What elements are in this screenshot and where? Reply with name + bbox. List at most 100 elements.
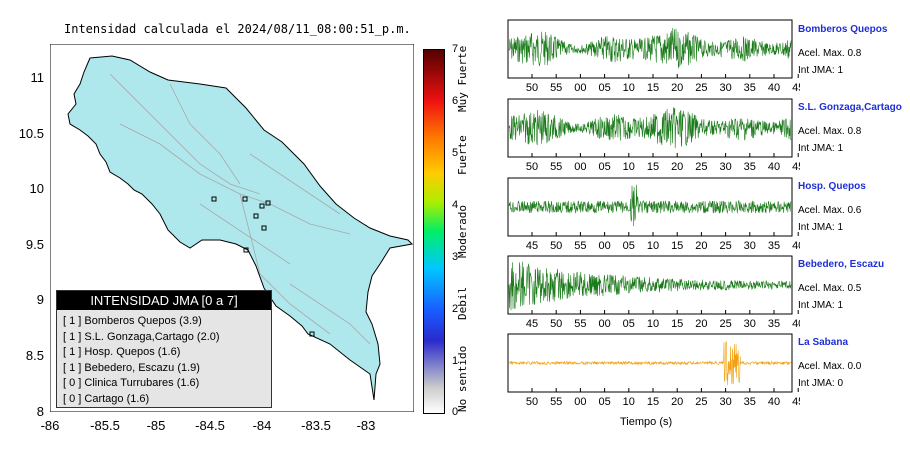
waveform-tick-label: 50 [526, 82, 538, 94]
map-y-tick: 9 [36, 292, 44, 307]
waveform-frame [507, 19, 793, 79]
map-y-tick: 8 [36, 404, 44, 419]
colorbar-tick: 7 [452, 43, 459, 55]
waveform-line [508, 107, 792, 149]
waveform-tick-label: 15 [647, 161, 659, 173]
waveform-tick-label: 55 [550, 396, 562, 408]
x-axis-label: Tiempo (s) [620, 416, 673, 428]
station-acel: Acel. Max. 0.8 [798, 48, 862, 59]
waveform-tick-label: 55 [550, 161, 562, 173]
station-markers [211, 196, 315, 337]
waveform-tick-label: 45 [792, 396, 800, 408]
waveform-line [508, 341, 792, 386]
colorbar-label: Debil [456, 286, 469, 320]
waveform-tick-label: 25 [695, 161, 707, 173]
waveform-tick-label: 00 [574, 82, 586, 94]
waveform-tick-label: 00 [574, 161, 586, 173]
waveform-line [508, 184, 792, 227]
map-x-tick: -85 [146, 418, 166, 433]
waveform-tick-label: 15 [647, 82, 659, 94]
waveform-tick-label: 30 [719, 161, 731, 173]
waveform-tick-label: 05 [623, 240, 635, 252]
waveform-tick-label: 45 [526, 318, 538, 330]
colorbar-tick: 2 [452, 303, 459, 315]
station-int: Int JMA: 0 [798, 378, 844, 389]
map-x-tick: -83 [356, 418, 376, 433]
map-y-tick: 9.5 [25, 237, 44, 252]
station-int: Int JMA: 1 [798, 222, 844, 233]
waveform-tick-label: 15 [671, 318, 683, 330]
waveform-tick-label: 35 [768, 240, 780, 252]
waveform-tick-label: 05 [598, 396, 610, 408]
waveform-tick-label: 00 [574, 396, 586, 408]
waveform-tick-label: 35 [744, 161, 756, 173]
colorbar-label: Muy Fuerte [456, 45, 469, 112]
station-acel: Acel. Max. 0.6 [798, 205, 862, 216]
country-shape [67, 55, 414, 401]
intensity-legend: INTENSIDAD JMA [0 a 7] [ 1 ] Bomberos Qu… [56, 290, 272, 408]
waveform-tick-label: 25 [695, 82, 707, 94]
waveform-tick-label: 55 [574, 240, 586, 252]
waveform-tick-label: 05 [623, 318, 635, 330]
legend-row: [ 1 ] S.L. Gonzaga,Cartago (2.0) [63, 330, 220, 343]
waveform-tick-label: 40 [768, 82, 780, 94]
waveform-tick-label: 45 [526, 240, 538, 252]
waveform-tick-label: 25 [719, 240, 731, 252]
map-x-tick: -85.5 [90, 418, 120, 433]
map-x-tick: -83.5 [301, 418, 331, 433]
station-acel: Acel. Max. 0.5 [798, 283, 862, 294]
waveform-tick-label: 10 [623, 82, 635, 94]
waveform-tick-label: 25 [695, 396, 707, 408]
waveform-tick-label: 50 [550, 318, 562, 330]
waveform-tick-label: 40 [768, 161, 780, 173]
waveform-tick-label: 20 [671, 396, 683, 408]
waveform-tick-label: 20 [671, 82, 683, 94]
colorbar [423, 49, 445, 414]
waveform-tick-label: 40 [792, 240, 800, 252]
map-x-tick: -86 [40, 418, 60, 433]
waveform-tick-label: 10 [623, 161, 635, 173]
colorbar-tick: 6 [452, 95, 459, 107]
waveform-tick-label: 30 [744, 240, 756, 252]
waveform-tick-label: 05 [598, 82, 610, 94]
waveform-tick-label: 35 [744, 82, 756, 94]
colorbar-label: Fuerte [456, 135, 469, 175]
waveform-tick-label: 40 [768, 396, 780, 408]
station-acel: Acel. Max. 0.8 [798, 126, 862, 137]
waveform-tick-label: 10 [647, 318, 659, 330]
waveform-tick-label: 45 [792, 161, 800, 173]
waveform-tick-label: 20 [695, 240, 707, 252]
station-acel: Acel. Max. 0.0 [798, 361, 862, 372]
waveform-tick-label: 45 [792, 82, 800, 94]
legend-row: [ 0 ] Clinica Turrubares (1.6) [63, 377, 200, 389]
station-int: Int JMA: 1 [798, 65, 844, 76]
waveform-tick-label: 05 [598, 161, 610, 173]
station-int: Int JMA: 1 [798, 300, 844, 311]
colorbar-tick: 3 [452, 251, 459, 263]
waveform-tick-label: 55 [574, 318, 586, 330]
waveform-tick-label: 50 [550, 240, 562, 252]
waveform-tick-label: 00 [598, 318, 610, 330]
map-y-tick: 10 [29, 181, 44, 196]
legend-row: [ 0 ] Cartago (1.6) [63, 392, 150, 405]
waveform-panels: 50 55 00 05 10 15 20 25 30 35 40 45 50 55 00 05 10 15 20 25… [507, 19, 800, 408]
waveform-tick-label: 30 [719, 396, 731, 408]
waveform-tick-label: 15 [671, 240, 683, 252]
colorbar-label: No sentido [456, 345, 469, 412]
legend-row: [ 1 ] Bebedero, Escazu (1.9) [63, 361, 200, 374]
map-y-tick: 11 [30, 70, 45, 85]
colorbar-tick: 0 [452, 406, 459, 418]
station-name: La Sabana [798, 337, 849, 348]
waveform-tick-label: 30 [744, 318, 756, 330]
waveform-tick-label: 15 [647, 396, 659, 408]
map-y-tick: 8.5 [25, 348, 44, 363]
map-title: Intensidad calculada el 2024/08/11_08:00… [64, 22, 411, 36]
station-name: Hosp. Quepos [798, 181, 866, 192]
waveform-tick-label: 35 [744, 396, 756, 408]
waveform-tick-label: 25 [719, 318, 731, 330]
waveform-tick-label: 50 [526, 396, 538, 408]
station-name: Bebedero, Escazu [798, 259, 885, 270]
map-x-tick: -84 [252, 418, 272, 433]
station-name: S.L. Gonzaga,Cartago [798, 102, 902, 113]
colorbar-tick: 1 [452, 355, 459, 367]
